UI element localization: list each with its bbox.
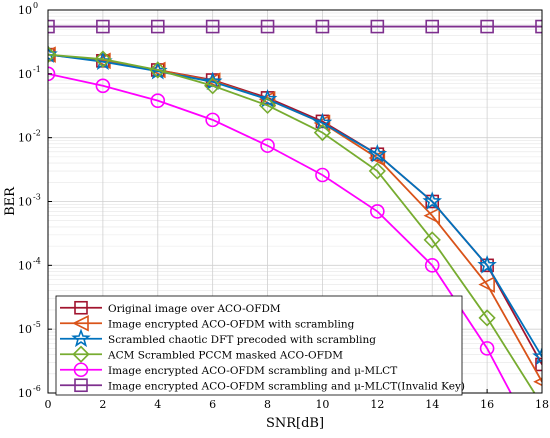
legend-marker (73, 362, 89, 378)
data-point (260, 138, 275, 153)
series-line (48, 53, 536, 393)
x-tick-label: 18 (535, 398, 549, 411)
legend-label: Image encrypted ACO-OFDM scrambling and … (108, 365, 397, 377)
x-tick-label: 12 (370, 398, 384, 411)
series-6 (48, 19, 542, 34)
legend-item: Scrambled chaotic DFT precoded with scra… (60, 328, 376, 348)
y-tick-exponent: 0 (33, 1, 38, 10)
series-4 (48, 45, 536, 393)
legend-label: Image encrypted ACO-OFDM with scrambling (108, 318, 355, 330)
legend-marker (72, 314, 89, 332)
data-point (425, 19, 440, 34)
x-tick-label: 4 (154, 398, 161, 411)
data-point (535, 19, 542, 34)
y-tick-exponent: -2 (33, 129, 41, 138)
y-tick-label: 10 (18, 132, 32, 145)
data-point (96, 19, 110, 34)
legend-item: Image encrypted ACO-OFDM scrambling and … (60, 378, 465, 393)
x-tick-label: 16 (480, 398, 494, 411)
x-tick-label: 14 (425, 398, 439, 411)
y-tick-exponent: -3 (33, 193, 41, 202)
y-tick-exponent: -1 (33, 65, 41, 74)
y-tick-label: 10 (18, 259, 32, 272)
legend-label: Image encrypted ACO-OFDM scrambling and … (108, 380, 465, 392)
x-axis-label: SNR[dB] (266, 416, 324, 431)
data-point (150, 93, 166, 108)
legend-marker (74, 300, 88, 315)
legend-marker (71, 328, 91, 348)
legend-item: Image encrypted ACO-OFDM with scrambling (60, 314, 355, 332)
data-point (422, 191, 442, 210)
data-point (258, 96, 277, 115)
data-point (150, 19, 165, 34)
legend-box (55, 295, 463, 396)
data-point (205, 19, 220, 34)
y-tick-exponent: -6 (33, 384, 41, 393)
y-tick-exponent: -4 (33, 256, 41, 265)
data-point (370, 19, 385, 34)
y-tick-label: 10 (18, 323, 32, 336)
data-point (480, 19, 494, 34)
data-point (477, 255, 497, 274)
legend-item: Image encrypted ACO-OFDM scrambling and … (60, 362, 397, 378)
data-point (95, 78, 111, 94)
legend-item: Original image over ACO-OFDM (60, 300, 281, 315)
data-point (48, 19, 55, 34)
data-point (205, 112, 220, 128)
data-point (370, 204, 385, 219)
data-point (204, 77, 222, 95)
legend-label: Scrambled chaotic DFT precoded with scra… (108, 334, 376, 346)
data-point (149, 61, 167, 79)
x-tick-label: 0 (45, 398, 52, 411)
data-point (479, 341, 495, 356)
y-tick-label: 10 (18, 196, 32, 209)
y-tick-label: 10 (18, 4, 32, 17)
series-line (48, 53, 542, 358)
data-point (257, 88, 278, 108)
data-point (535, 357, 542, 372)
data-point (94, 50, 112, 68)
data-point (424, 258, 440, 273)
x-tick-label: 6 (209, 398, 216, 411)
legend-label: ACM Scrambled PCCM masked ACO-OFDM (107, 349, 343, 361)
data-point (312, 112, 333, 132)
legend-label: Original image over ACO-OFDM (108, 303, 281, 315)
y-tick-label: 10 (18, 387, 32, 400)
x-tick-label: 2 (99, 398, 106, 411)
legend-marker (74, 378, 88, 393)
data-point (367, 143, 388, 163)
data-point (48, 66, 56, 82)
legend-item: ACM Scrambled PCCM masked ACO-OFDM (60, 345, 343, 363)
data-point (260, 19, 275, 34)
data-point (532, 346, 542, 366)
data-point (423, 207, 441, 224)
legend-marker (72, 345, 90, 363)
data-point (368, 162, 386, 180)
data-point (313, 123, 332, 142)
data-point (423, 231, 441, 249)
data-point (478, 276, 495, 293)
y-tick-label: 10 (18, 68, 32, 81)
data-point (48, 45, 57, 64)
data-point (315, 167, 330, 183)
x-tick-label: 8 (264, 398, 271, 411)
y-tick-exponent: -5 (33, 320, 41, 329)
data-point (315, 19, 330, 34)
y-axis-label: BER (3, 186, 18, 216)
x-tick-label: 10 (315, 398, 329, 411)
legend: Original image over ACO-OFDM Image encryp… (55, 295, 465, 396)
data-point (478, 309, 496, 327)
